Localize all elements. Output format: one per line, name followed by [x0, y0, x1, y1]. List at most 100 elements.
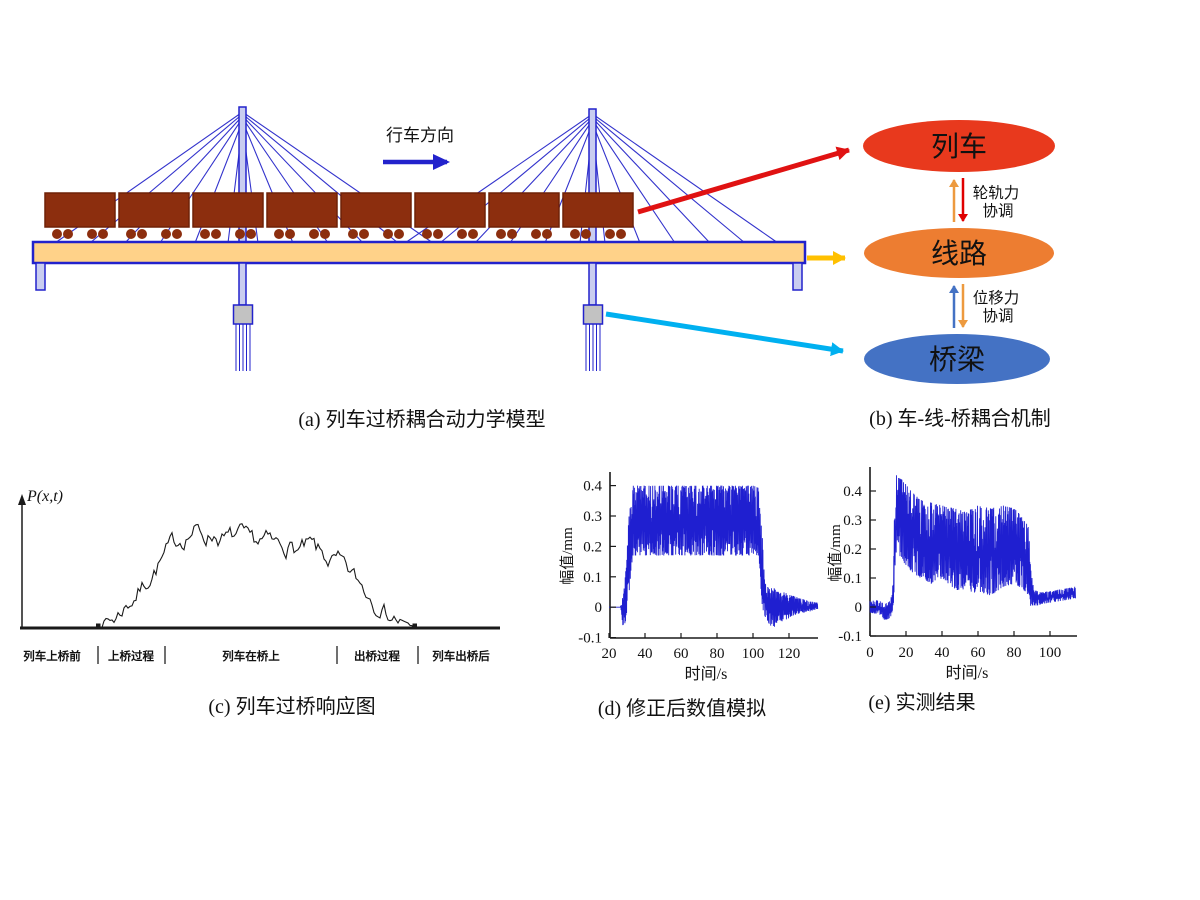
bridge-pier: [588, 262, 597, 306]
connector-train-arrow: [637, 146, 850, 215]
x-tick-label: 80: [710, 646, 725, 662]
bridge-pier: [238, 262, 247, 306]
e-y-axis-label: 幅值/mm: [827, 524, 844, 582]
train-car: [488, 192, 560, 228]
x-tick-label: 0: [866, 645, 874, 661]
e-x-axis-label: 时间/s: [946, 664, 989, 682]
x-tick-label: 20: [602, 646, 617, 662]
y-tick-label: 0.3: [583, 509, 602, 525]
direction-label: 行车方向: [386, 126, 454, 145]
x-tick-label: 40: [638, 646, 653, 662]
train-car: [118, 192, 190, 228]
train-wheel: [200, 229, 210, 239]
train-wheel: [496, 229, 506, 239]
train-wheel: [161, 229, 171, 239]
wheel-rail-label-line2: 协调: [982, 202, 1013, 220]
c-curve-start-marker: [96, 623, 101, 628]
x-tick-label: 60: [971, 645, 986, 661]
train-car: [562, 192, 634, 228]
d-signal: [609, 485, 819, 627]
e-signal: [869, 475, 1076, 620]
train-wheel: [137, 229, 147, 239]
train-wheel: [235, 229, 245, 239]
c-curve-end-marker: [412, 623, 417, 628]
train-bridge-model-diagram: 行车方向: [31, 106, 807, 371]
train-wheel: [605, 229, 615, 239]
train-wheel: [211, 229, 221, 239]
y-tick-label: 0.4: [843, 484, 862, 500]
train-wheel: [457, 229, 467, 239]
d-x-axis-label: 时间/s: [685, 665, 728, 683]
train-wheel: [320, 229, 330, 239]
phase-label: 上桥过程: [108, 649, 154, 663]
train-wheel: [52, 229, 62, 239]
model-to-mechanism-connectors: [605, 146, 850, 357]
y-tick-label: 0: [595, 600, 603, 616]
train-wheel: [359, 229, 369, 239]
c-y-axis-label: P(x,t): [26, 488, 63, 505]
train-wheel: [422, 229, 432, 239]
x-tick-label: 60: [674, 646, 689, 662]
phase-label: 列车上桥前: [23, 649, 81, 663]
train-wheel: [274, 229, 284, 239]
train-car: [44, 192, 116, 228]
train-car: [414, 192, 486, 228]
y-tick-label: 0.2: [843, 542, 862, 558]
wheel-rail-label-line1: 轮轨力: [973, 184, 1020, 202]
train-wheel: [570, 229, 580, 239]
train-wheel: [507, 229, 517, 239]
y-tick-label: 0.4: [583, 479, 602, 495]
stay-cables: [54, 111, 779, 244]
node-train: [863, 120, 1055, 172]
node-track: [864, 228, 1054, 278]
train-car: [192, 192, 264, 228]
train-car: [266, 192, 338, 228]
train-wheel: [383, 229, 393, 239]
coupling-mechanism-diagram: 列车 线路 桥梁 轮轨力 协调 位移力 协调: [863, 120, 1055, 384]
y-tick-label: -0.1: [838, 629, 862, 645]
connector-bridge-arrow: [605, 311, 844, 357]
caption-a: (a) 列车过桥耦合动力学模型: [298, 408, 545, 431]
phase-label: 出桥过程: [354, 649, 400, 663]
deck-end-support: [35, 262, 46, 291]
x-tick-label: 120: [778, 646, 801, 662]
caption-e: (e) 实测结果: [868, 691, 975, 714]
train-wheel: [348, 229, 358, 239]
y-tick-label: -0.1: [578, 631, 602, 647]
y-tick-label: 0: [855, 600, 863, 616]
caption-b: (b) 车-线-桥耦合机制: [869, 407, 1051, 430]
x-tick-label: 100: [1039, 645, 1062, 661]
y-tick-label: 0.1: [583, 570, 602, 586]
train-wheel: [87, 229, 97, 239]
node-bridge-label: 桥梁: [929, 344, 985, 376]
caption-d: (d) 修正后数值模拟: [598, 697, 766, 720]
train-cars: [44, 192, 634, 239]
phase-label: 列车在桥上: [222, 649, 280, 663]
x-tick-label: 40: [935, 645, 950, 661]
train-wheel: [433, 229, 443, 239]
phase-label: 列车出桥后: [432, 649, 490, 663]
train-wheel: [468, 229, 478, 239]
bridge-deck: [31, 240, 807, 265]
response-schematic-chart: P(x,t) 列车上桥前 上桥过程 列车在桥上 出桥过程 列车出桥后: [18, 488, 500, 664]
train-car: [340, 192, 412, 228]
x-tick-label: 20: [899, 645, 914, 661]
x-tick-label: 80: [1007, 645, 1022, 661]
train-wheel: [542, 229, 552, 239]
y-tick-label: 0.1: [843, 571, 862, 587]
pier-cap: [232, 304, 254, 325]
node-track-label: 线路: [931, 238, 987, 270]
node-bridge: [864, 334, 1050, 384]
caption-c: (c) 列车过桥响应图: [208, 695, 375, 718]
deck-end-support: [792, 262, 803, 291]
c-phase-labels: 列车上桥前 上桥过程 列车在桥上 出桥过程 列车出桥后: [23, 646, 490, 664]
train-wheel: [172, 229, 182, 239]
train-wheel: [616, 229, 626, 239]
train-wheel: [246, 229, 256, 239]
c-response-curve: [99, 523, 415, 629]
node-train-label: 列车: [931, 131, 987, 163]
